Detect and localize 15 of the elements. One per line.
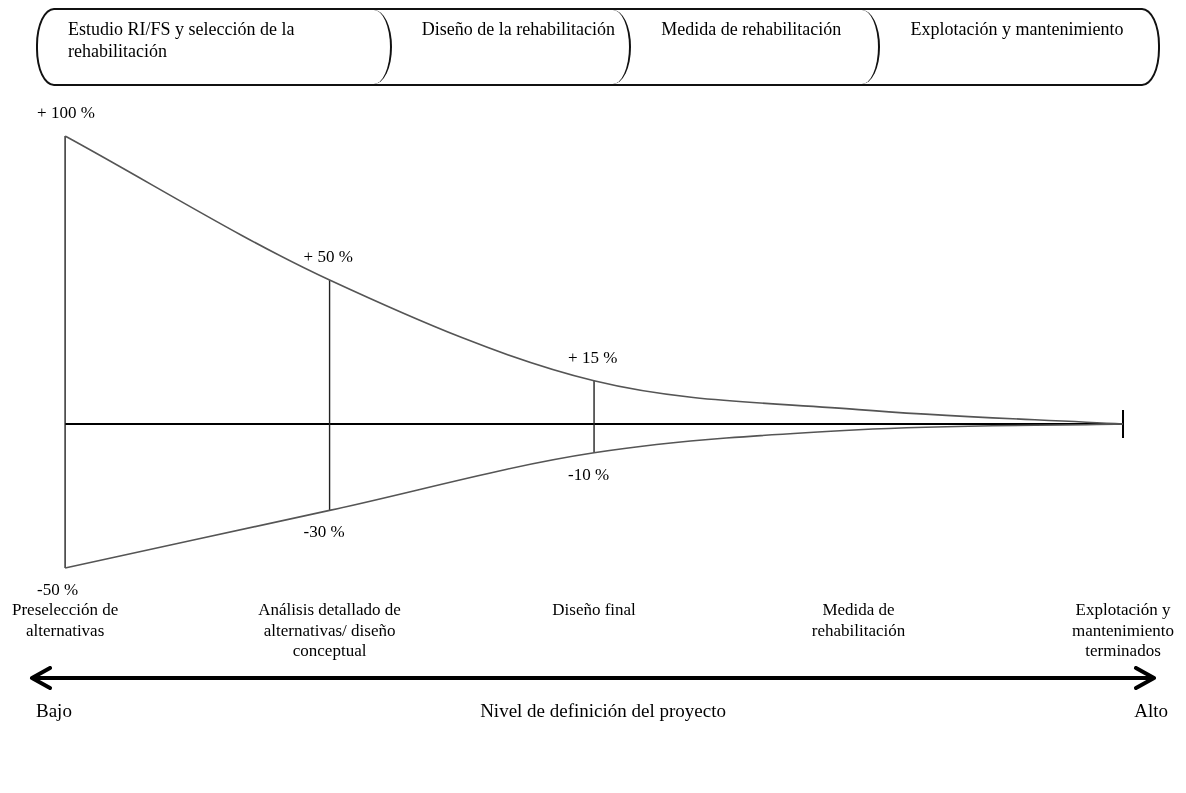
x-tick-label: Preselección de alternativas <box>12 600 119 640</box>
data-label: -10 % <box>568 464 610 484</box>
x-tick-label: Explotación y mantenimiento terminados <box>1072 600 1174 661</box>
text: Alto <box>1134 700 1168 722</box>
x-axis-title: Nivel de definición del proyecto <box>480 700 726 722</box>
text: Bajo <box>36 700 72 722</box>
data-label: -50 % <box>37 579 79 599</box>
data-label: + 15 % <box>568 347 618 367</box>
data-label: -30 % <box>303 522 345 542</box>
data-label: + 50 % <box>303 246 353 266</box>
x-tick-label: Diseño final <box>552 600 637 620</box>
pipe-diagram: Estudio RI/FS y selección de la rehabilitación Diseño de la rehabilitación Medida de rehabilitación Explotación y mantenimiento <box>36 8 1160 86</box>
data-label: + 100 % <box>37 102 95 122</box>
x-tick-label: Análisis detallado de alternativas/ diseño conceptual <box>258 600 401 661</box>
x-tick-label: Medida de rehabilitación <box>811 600 906 640</box>
